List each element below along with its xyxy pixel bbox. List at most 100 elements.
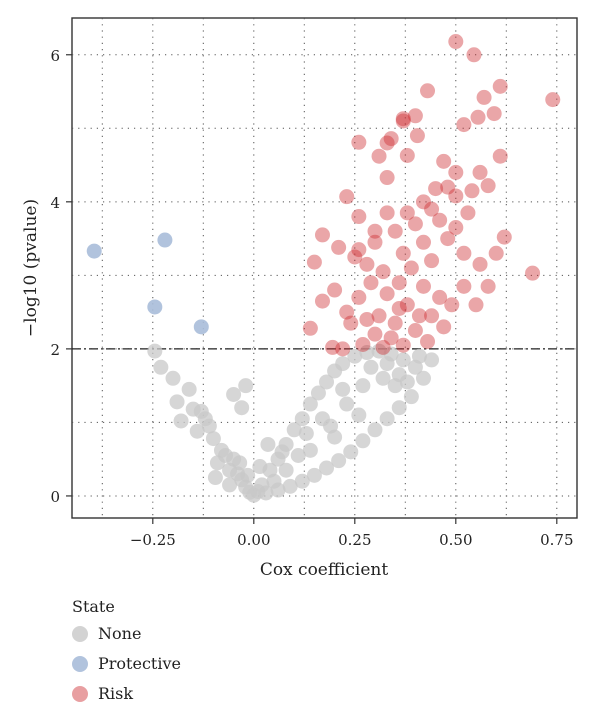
point-risk bbox=[525, 265, 541, 281]
point-none bbox=[335, 356, 351, 372]
point-risk bbox=[428, 181, 444, 197]
point-risk bbox=[383, 131, 399, 147]
point-risk bbox=[448, 164, 464, 180]
point-risk bbox=[415, 194, 431, 210]
point-risk bbox=[399, 148, 415, 163]
point-risk bbox=[407, 108, 423, 124]
point-risk bbox=[367, 223, 383, 239]
point-risk bbox=[464, 183, 480, 199]
point-risk bbox=[327, 282, 343, 298]
point-risk bbox=[387, 315, 403, 331]
point-none bbox=[294, 473, 310, 489]
point-risk bbox=[351, 134, 367, 150]
point-risk bbox=[371, 148, 387, 164]
legend-label-none: None bbox=[98, 624, 141, 643]
point-none bbox=[201, 418, 217, 434]
x-axis: −0.25 0.00 0.25 0.50 0.75 bbox=[130, 518, 574, 549]
legend-swatch-protective bbox=[72, 656, 88, 672]
point-none bbox=[274, 444, 290, 460]
point-risk bbox=[302, 320, 318, 336]
point-none bbox=[169, 394, 185, 410]
y-tick-label: 0 bbox=[50, 488, 60, 506]
point-risk bbox=[314, 227, 330, 243]
point-none bbox=[363, 359, 379, 375]
point-none bbox=[379, 411, 395, 427]
x-tick-label: 0.00 bbox=[237, 531, 270, 549]
y-tick-label: 4 bbox=[50, 194, 60, 212]
point-risk bbox=[468, 297, 484, 313]
point-none bbox=[359, 345, 375, 361]
point-risk bbox=[355, 336, 371, 352]
point-risk bbox=[359, 311, 375, 327]
point-risk bbox=[424, 308, 440, 324]
point-risk bbox=[486, 106, 502, 122]
point-risk bbox=[448, 188, 464, 204]
point-none bbox=[319, 460, 335, 476]
point-risk bbox=[325, 339, 341, 355]
point-none bbox=[310, 385, 326, 401]
point-risk bbox=[306, 254, 322, 270]
point-none bbox=[238, 378, 254, 394]
point-none bbox=[331, 453, 347, 469]
point-risk bbox=[351, 289, 367, 305]
point-risk bbox=[436, 153, 452, 169]
legend: State None Protective Risk bbox=[72, 597, 181, 703]
point-none bbox=[302, 396, 318, 412]
point-none bbox=[395, 352, 411, 368]
point-risk bbox=[409, 128, 425, 144]
point-risk bbox=[407, 216, 423, 232]
point-none bbox=[294, 411, 310, 427]
point-none bbox=[222, 477, 238, 493]
legend-label-protective: Protective bbox=[98, 654, 181, 673]
x-tick-label: −0.25 bbox=[130, 531, 176, 549]
point-risk bbox=[480, 278, 496, 294]
point-risk bbox=[335, 341, 351, 357]
point-none bbox=[306, 467, 322, 483]
legend-swatch-risk bbox=[72, 686, 88, 702]
legend-swatch-none bbox=[72, 626, 88, 642]
point-risk bbox=[395, 111, 411, 127]
point-risk bbox=[351, 242, 367, 258]
point-none bbox=[205, 431, 221, 447]
point-risk bbox=[351, 209, 367, 225]
point-none bbox=[266, 473, 282, 489]
point-risk bbox=[347, 249, 363, 265]
point-none bbox=[355, 433, 371, 449]
point-none bbox=[234, 400, 250, 416]
point-none bbox=[415, 370, 431, 386]
point-risk bbox=[314, 293, 330, 309]
point-none bbox=[343, 444, 359, 460]
point-none bbox=[335, 381, 351, 397]
point-risk bbox=[371, 308, 387, 324]
y-axis-label: −log10 (pvalue) bbox=[21, 199, 41, 337]
point-none bbox=[252, 459, 268, 475]
point-none bbox=[232, 455, 248, 471]
point-none bbox=[339, 396, 355, 412]
point-none bbox=[193, 403, 209, 419]
point-risk bbox=[432, 289, 448, 305]
point-none bbox=[240, 467, 256, 483]
point-risk bbox=[420, 334, 436, 350]
point-risk bbox=[440, 179, 456, 195]
point-none bbox=[147, 343, 163, 359]
point-risk bbox=[448, 220, 464, 236]
point-protective bbox=[147, 299, 163, 315]
point-risk bbox=[403, 260, 419, 276]
point-none bbox=[411, 348, 427, 364]
point-risk bbox=[375, 264, 391, 280]
point-risk bbox=[432, 212, 448, 228]
point-risk bbox=[456, 245, 472, 261]
point-none bbox=[314, 411, 330, 427]
point-risk bbox=[339, 304, 355, 320]
point-risk bbox=[424, 253, 440, 269]
point-risk bbox=[391, 300, 407, 316]
y-tick-label: 2 bbox=[50, 341, 60, 359]
point-risk bbox=[476, 89, 492, 105]
point-risk bbox=[420, 83, 436, 99]
point-none bbox=[403, 389, 419, 405]
point-risk bbox=[407, 323, 423, 338]
x-tick-label: 0.50 bbox=[439, 531, 472, 549]
point-protective bbox=[193, 319, 209, 335]
point-risk bbox=[496, 229, 512, 245]
point-risk bbox=[383, 330, 399, 346]
